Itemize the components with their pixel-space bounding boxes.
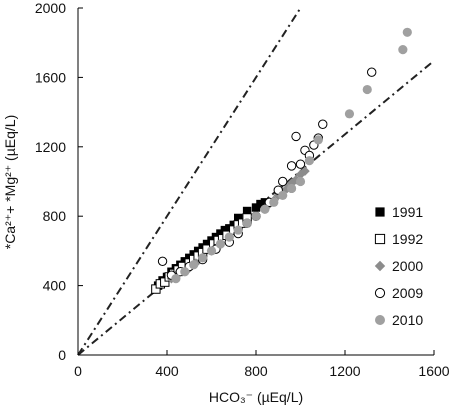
y-axis-title: *Ca²⁺+ *Mg²⁺ (µEq/L)	[2, 115, 18, 250]
data-point-2010	[287, 183, 297, 194]
data-point-2010	[171, 274, 181, 284]
legend-label-1992: 1992	[392, 231, 423, 247]
data-point-2010	[362, 84, 372, 95]
data-point-1991	[242, 206, 252, 216]
data-point-2010	[295, 176, 306, 187]
legend-label-2000: 2000	[392, 258, 423, 274]
data-point-2010	[278, 190, 288, 200]
x-tick-label: 800	[244, 363, 268, 379]
data-point-2010	[269, 197, 279, 207]
legend-marker-1991	[375, 207, 385, 217]
data-point-2010	[206, 246, 217, 256]
data-point-2009	[367, 67, 377, 77]
data-point-2010	[398, 45, 408, 55]
data-point-1991	[251, 203, 261, 212]
data-point-2010	[344, 109, 355, 119]
y-tick-label: 800	[43, 208, 67, 224]
data-point-2000	[300, 166, 310, 176]
x-tick-label: 1600	[418, 363, 449, 379]
data-point-2010	[251, 211, 261, 221]
data-point-2009	[157, 256, 168, 267]
data-point-2010	[224, 232, 234, 242]
legend-label-2009: 2009	[392, 285, 423, 301]
data-point-1991	[220, 225, 230, 235]
reference-line-2	[77, 59, 435, 356]
x-tick-label: 400	[155, 363, 179, 379]
data-point-1991	[216, 229, 225, 238]
data-point-2010	[242, 218, 252, 228]
data-point-2010	[260, 204, 270, 214]
data-point-2010	[189, 260, 199, 270]
legend-label-1991: 1991	[392, 204, 423, 220]
y-tick-label: 1200	[35, 139, 66, 155]
y-tick-label: 2000	[35, 0, 66, 16]
axes: 0 400 800 1200 1600 2000 0 400 800 1200 1600	[35, 0, 450, 379]
x-tick-label: 0	[74, 363, 82, 379]
data-point-2000	[286, 178, 297, 189]
data-point-2010	[198, 253, 208, 263]
y-tick-label: 0	[58, 347, 66, 363]
data-point-2010	[402, 27, 412, 37]
data-point-2010	[180, 267, 190, 277]
x-tick-label: 1200	[329, 363, 360, 379]
data-point-1991	[256, 199, 265, 209]
data-point-2010	[313, 135, 323, 145]
data-point-2009	[318, 119, 328, 129]
data-point-2009	[286, 161, 297, 171]
y-tick-label: 1600	[35, 69, 66, 85]
y-tick-label: 400	[43, 278, 67, 294]
legend-marker-1992	[374, 233, 386, 245]
data-point-1991	[234, 213, 243, 223]
data-point-2010	[233, 225, 243, 235]
reference-line-1	[77, 7, 302, 356]
data-point-1991	[202, 239, 212, 249]
x-axis-title: HCO₃⁻ (µEq/L)	[209, 389, 303, 405]
data-point-2010	[215, 239, 225, 249]
data-point-2000	[291, 174, 301, 185]
legend-marker-2009	[374, 287, 386, 299]
legend: 1991 1992 2000 2009 2010	[374, 204, 423, 328]
legend-marker-2010	[375, 315, 385, 325]
data-point-2009	[291, 131, 301, 142]
legend-label-2010: 2010	[392, 312, 423, 328]
data-points	[151, 27, 412, 294]
data-point-2009	[278, 176, 288, 187]
data-point-2009	[295, 159, 306, 169]
data-point-2010	[304, 156, 314, 166]
legend-marker-2000	[374, 260, 386, 272]
reference-lines	[77, 7, 435, 356]
